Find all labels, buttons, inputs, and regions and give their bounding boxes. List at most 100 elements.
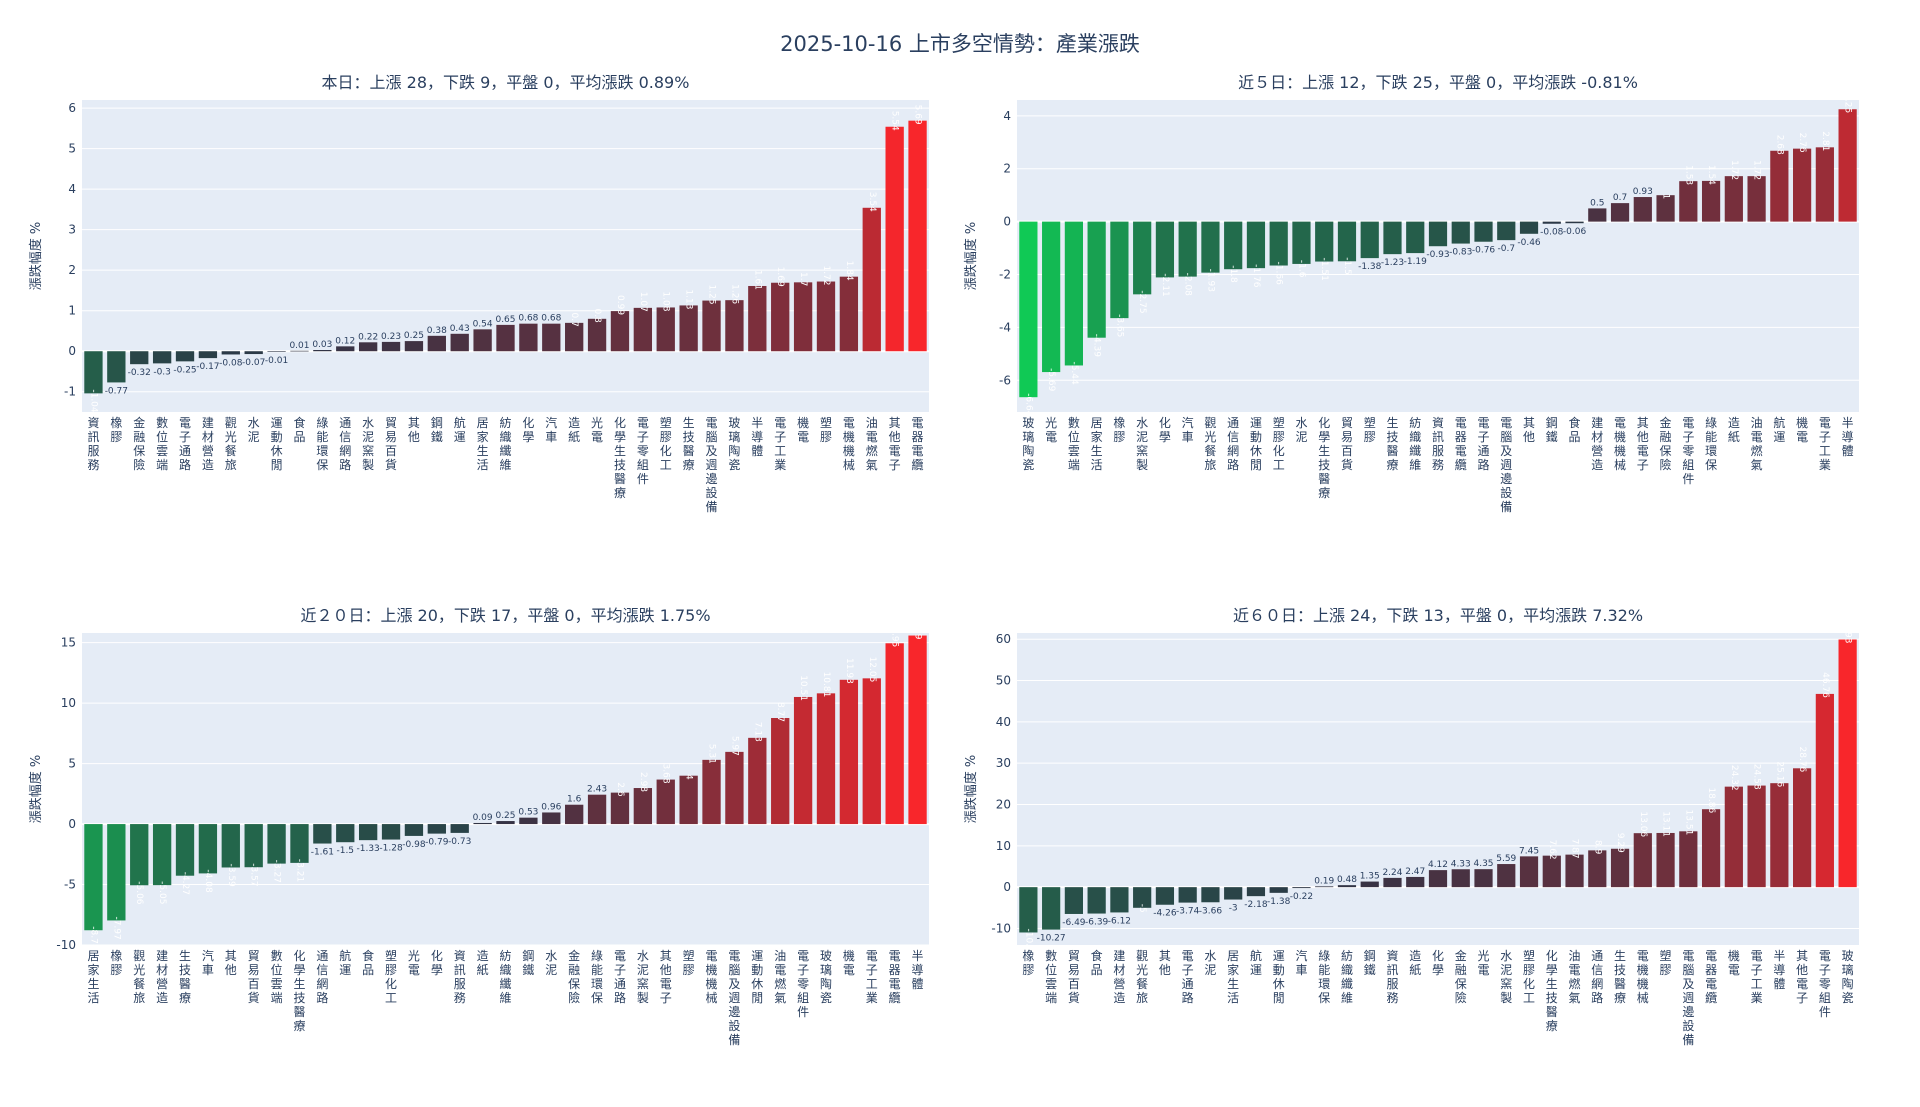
bar-value-label: 1.72 [1729, 160, 1739, 180]
x-tick-label: 光 [225, 430, 237, 444]
x-tick-label: 餐 [1204, 443, 1216, 458]
bar [450, 333, 469, 352]
x-tick-label: 光 [591, 416, 603, 430]
x-tick-label: 子 [1819, 430, 1831, 444]
x-tick-label: 維 [1341, 991, 1353, 1005]
x-tick-label: 居 [87, 949, 99, 963]
x-tick-label: 百 [1341, 444, 1353, 458]
x-tick-label: 建 [156, 949, 168, 963]
x-tick-label: 維 [499, 458, 511, 472]
x-tick-label: 體 [1773, 977, 1785, 991]
bar-value-label: 1.61 [752, 270, 762, 290]
y-tick-label: 4 [1003, 109, 1011, 123]
x-tick-label: 機 [1637, 976, 1649, 991]
bar [1064, 221, 1083, 366]
bar [1701, 180, 1721, 222]
x-tick-label: 水 [248, 416, 260, 430]
x-tick-label: 學 [1546, 963, 1558, 977]
bar [793, 696, 813, 825]
x-tick-label: 備 [1500, 499, 1512, 514]
bar-value-label: 13.06 [1638, 811, 1648, 837]
x-tick-label: 運 [751, 949, 763, 963]
x-tick-label: 通 [179, 444, 191, 458]
x-tick-label: 子 [614, 963, 626, 977]
bar-value-label: 28.76 [1797, 747, 1807, 773]
x-tick-label: 旅 [225, 458, 237, 472]
x-tick-label: 氣 [774, 991, 786, 1005]
x-tick-label: 機 [843, 429, 855, 444]
x-tick-label: 電 [1478, 963, 1490, 977]
x-tick-label: 車 [1182, 430, 1194, 444]
x-tick-label: 電 [1705, 949, 1717, 963]
x-tick-label: 信 [1227, 430, 1239, 444]
bar-value-label: -1.61 [311, 848, 334, 858]
x-tick-label: 業 [866, 991, 878, 1005]
x-tick-label: 路 [1182, 990, 1194, 1005]
x-tick-label: 貨 [1341, 457, 1353, 472]
bar-value-label: 0.22 [358, 332, 378, 342]
x-tick-label: 電 [1682, 416, 1694, 430]
bar [702, 759, 721, 825]
bar-value-label: 25.16 [1774, 761, 1784, 787]
bar-value-label: -0.06 [1563, 227, 1587, 237]
x-tick-label: 塑 [385, 948, 397, 963]
x-tick-label: 醫 [1318, 472, 1330, 486]
bar-value-label: 1.84 [844, 261, 854, 281]
x-tick-label: 餐 [225, 443, 237, 458]
x-tick-label: 服 [454, 977, 466, 991]
x-tick-label: 保 [1318, 991, 1330, 1005]
bar-value-label: 1.08 [661, 291, 671, 311]
x-tick-label: 化 [1159, 416, 1171, 430]
x-tick-label: 務 [454, 991, 466, 1005]
x-tick-label: 腦 [706, 429, 718, 444]
x-tick-label: 技 [683, 430, 695, 444]
bar [496, 324, 515, 352]
x-tick-label: 工 [1819, 444, 1831, 458]
x-tick-label: 電 [912, 444, 924, 458]
y-tick-label: 20 [996, 797, 1011, 811]
x-tick-label: 工 [1523, 991, 1535, 1005]
x-tick-label: 能 [1318, 963, 1330, 977]
x-tick-label: 其 [660, 949, 672, 963]
x-tick-label: 他 [408, 430, 420, 444]
x-tick-label: 網 [339, 444, 351, 458]
x-tick-label: 備 [728, 1032, 740, 1047]
x-tick-label: 電 [408, 963, 420, 977]
x-tick-label: 電 [1637, 949, 1649, 963]
x-tick-label: 網 [1227, 444, 1239, 458]
x-tick-label: 泥 [1500, 963, 1512, 977]
bar [1064, 887, 1083, 914]
x-tick-label: 生 [1614, 949, 1626, 963]
x-tick-label: 塑 [683, 948, 695, 963]
bar-value-label: 5.97 [729, 736, 739, 756]
bar [1679, 181, 1698, 222]
x-tick-label: 生 [87, 977, 99, 991]
x-tick-label: 工 [660, 458, 672, 472]
bar-value-label: -5 [1137, 904, 1147, 913]
x-tick-label: 件 [797, 1005, 809, 1019]
bar-value-label: 0.68 [518, 314, 538, 324]
x-tick-label: 化 [660, 444, 672, 458]
x-tick-label: 通 [1182, 977, 1194, 991]
y-tick-label: -5 [64, 878, 76, 892]
x-tick-label: 週 [728, 991, 740, 1005]
x-tick-label: 閒 [1250, 458, 1262, 472]
x-tick-label: 子 [866, 963, 878, 977]
x-tick-label: 織 [1409, 430, 1421, 444]
x-tick-label: 端 [156, 458, 168, 472]
x-tick-label: 技 [1614, 963, 1626, 977]
x-tick-label: 電 [797, 430, 809, 444]
x-tick-label: 通 [1478, 444, 1490, 458]
bar-value-label: 1.35 [1360, 872, 1380, 882]
x-tick-label: 品 [1569, 430, 1581, 444]
x-tick-label: 閒 [751, 991, 763, 1005]
bar [244, 351, 263, 355]
bar [1519, 856, 1539, 888]
bar-value-label: 1.72 [1752, 160, 1762, 180]
x-tick-label: 光 [1136, 963, 1148, 977]
x-tick-label: 居 [477, 416, 489, 430]
bar [519, 817, 538, 825]
x-tick-label: 製 [1500, 991, 1512, 1005]
x-tick-label: 通 [1591, 949, 1603, 963]
bar [1201, 221, 1220, 273]
